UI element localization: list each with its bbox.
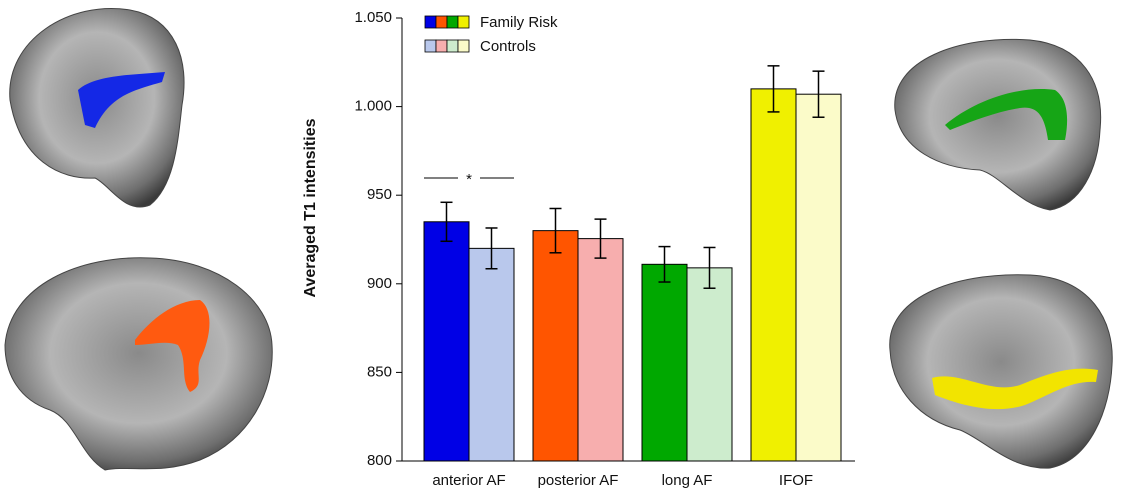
- y-tick-label: 800: [367, 452, 392, 469]
- legend-swatch: [447, 40, 458, 52]
- legend-swatch: [425, 40, 436, 52]
- legend-swatch: [447, 16, 458, 28]
- bar: [469, 248, 514, 461]
- y-axis-label: Averaged T1 intensities: [302, 118, 319, 297]
- bar: [751, 89, 796, 461]
- bar: [642, 264, 687, 461]
- legend-swatch: [458, 40, 469, 52]
- x-tick-label: IFOF: [779, 472, 813, 489]
- figure: Averaged T1 intensities * 800 850 900 950 1.…: [0, 0, 1126, 494]
- bar: [687, 268, 732, 461]
- bar: [578, 239, 623, 461]
- legend-swatch: [458, 16, 469, 28]
- legend-swatch: [436, 16, 447, 28]
- legend-swatch: [436, 40, 447, 52]
- y-tick-label: 950: [367, 186, 392, 203]
- bar: [796, 94, 841, 461]
- y-tick-label: 850: [367, 363, 392, 380]
- y-tick-label: 1.050: [354, 9, 392, 26]
- bar: [424, 222, 469, 461]
- brain-image-long-af: [895, 39, 1101, 210]
- legend-swatch: [425, 16, 436, 28]
- y-tick-label: 900: [367, 275, 392, 292]
- significance-label: *: [466, 171, 472, 188]
- legend-label: Controls: [480, 38, 536, 55]
- legend-label: Family Risk: [480, 14, 558, 31]
- brain-image-anterior-af: [10, 8, 184, 207]
- y-tick-label: 1.000: [354, 98, 392, 115]
- brain-image-ifof: [890, 275, 1113, 468]
- x-tick-label: anterior AF: [432, 472, 505, 489]
- bar: [533, 231, 578, 461]
- brain-image-posterior-af: [5, 258, 272, 470]
- x-tick-label: posterior AF: [538, 472, 619, 489]
- x-tick-label: long AF: [662, 472, 713, 489]
